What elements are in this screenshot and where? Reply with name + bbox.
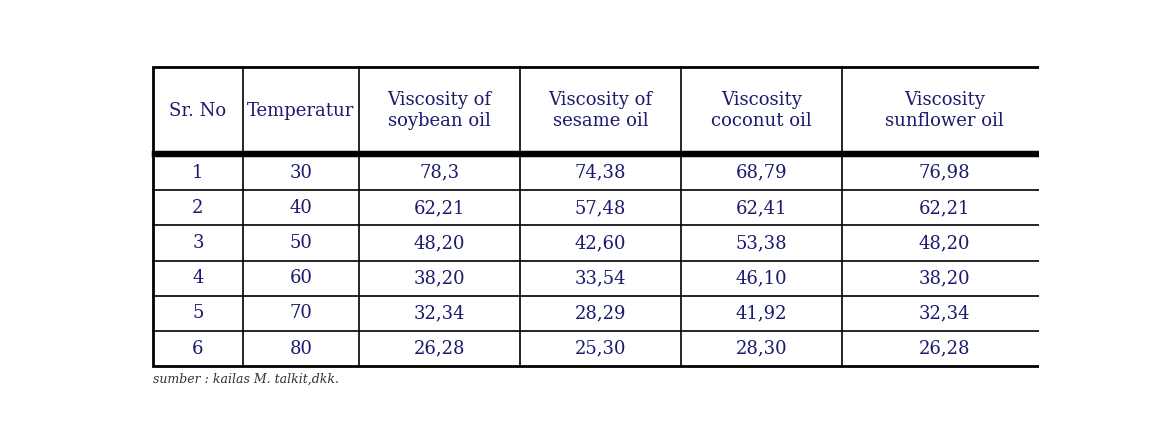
Text: 62,21: 62,21 (919, 199, 971, 217)
Bar (681, 67, 842, 155)
Bar (242, 191, 359, 225)
Bar (842, 331, 1048, 366)
Bar (359, 191, 519, 225)
Bar (842, 261, 1048, 296)
Text: 42,60: 42,60 (575, 234, 627, 252)
Bar (153, 67, 1048, 366)
Text: 46,10: 46,10 (735, 269, 787, 287)
Bar (153, 155, 242, 191)
Text: 33,54: 33,54 (575, 269, 627, 287)
Bar (359, 261, 519, 296)
Text: 30: 30 (290, 164, 313, 182)
Text: 26,28: 26,28 (919, 339, 971, 358)
Bar (359, 155, 519, 191)
Text: 40: 40 (290, 199, 313, 217)
Text: 38,20: 38,20 (919, 269, 971, 287)
Text: 48,20: 48,20 (919, 234, 971, 252)
Text: 41,92: 41,92 (735, 305, 787, 322)
Bar (519, 331, 681, 366)
Bar (681, 155, 842, 191)
Text: 68,79: 68,79 (735, 164, 787, 182)
Bar (681, 261, 842, 296)
Bar (681, 331, 842, 366)
Text: sumber : kailas M. talkit,dkk.: sumber : kailas M. talkit,dkk. (153, 373, 339, 386)
Bar (519, 296, 681, 331)
Bar (519, 261, 681, 296)
Bar (153, 296, 242, 331)
Bar (842, 191, 1048, 225)
Text: 4: 4 (193, 269, 203, 287)
Text: 28,29: 28,29 (575, 305, 627, 322)
Text: Sr. No: Sr. No (170, 102, 226, 120)
Bar (519, 191, 681, 225)
Bar (153, 67, 242, 155)
Bar (359, 296, 519, 331)
Bar (519, 155, 681, 191)
Bar (242, 296, 359, 331)
Text: 53,38: 53,38 (735, 234, 787, 252)
Text: 57,48: 57,48 (575, 199, 627, 217)
Text: Temperatur: Temperatur (247, 102, 354, 120)
Bar (242, 225, 359, 261)
Text: 48,20: 48,20 (413, 234, 465, 252)
Bar (242, 261, 359, 296)
Text: Viscosity of
sesame oil: Viscosity of sesame oil (548, 91, 652, 130)
Text: 78,3: 78,3 (419, 164, 459, 182)
Text: 62,41: 62,41 (735, 199, 787, 217)
Text: 38,20: 38,20 (413, 269, 465, 287)
Bar (681, 296, 842, 331)
Text: 3: 3 (193, 234, 203, 252)
Text: 2: 2 (193, 199, 203, 217)
Bar (519, 67, 681, 155)
Text: 74,38: 74,38 (575, 164, 627, 182)
Text: 76,98: 76,98 (919, 164, 971, 182)
Bar (153, 191, 242, 225)
Bar (842, 155, 1048, 191)
Text: 32,34: 32,34 (413, 305, 465, 322)
Text: Viscosity
sunflower oil: Viscosity sunflower oil (885, 91, 1004, 130)
Bar (242, 155, 359, 191)
Text: Viscosity
coconut oil: Viscosity coconut oil (711, 91, 811, 130)
Text: 1: 1 (193, 164, 203, 182)
Text: 80: 80 (290, 339, 313, 358)
Bar (842, 225, 1048, 261)
Text: 25,30: 25,30 (575, 339, 627, 358)
Bar (359, 67, 519, 155)
Text: 32,34: 32,34 (919, 305, 971, 322)
Bar (519, 225, 681, 261)
Text: 6: 6 (193, 339, 203, 358)
Bar (359, 225, 519, 261)
Text: Viscosity of
soybean oil: Viscosity of soybean oil (388, 91, 492, 130)
Bar (153, 225, 242, 261)
Bar (681, 225, 842, 261)
Bar (359, 331, 519, 366)
Bar (153, 331, 242, 366)
Bar (242, 67, 359, 155)
Bar (681, 191, 842, 225)
Text: 5: 5 (193, 305, 203, 322)
Text: 62,21: 62,21 (413, 199, 465, 217)
Bar (242, 331, 359, 366)
Bar (842, 296, 1048, 331)
Bar (842, 67, 1048, 155)
Text: 50: 50 (290, 234, 313, 252)
Text: 60: 60 (290, 269, 313, 287)
Bar (153, 261, 242, 296)
Text: 70: 70 (290, 305, 313, 322)
Text: 28,30: 28,30 (735, 339, 787, 358)
Text: 26,28: 26,28 (413, 339, 465, 358)
